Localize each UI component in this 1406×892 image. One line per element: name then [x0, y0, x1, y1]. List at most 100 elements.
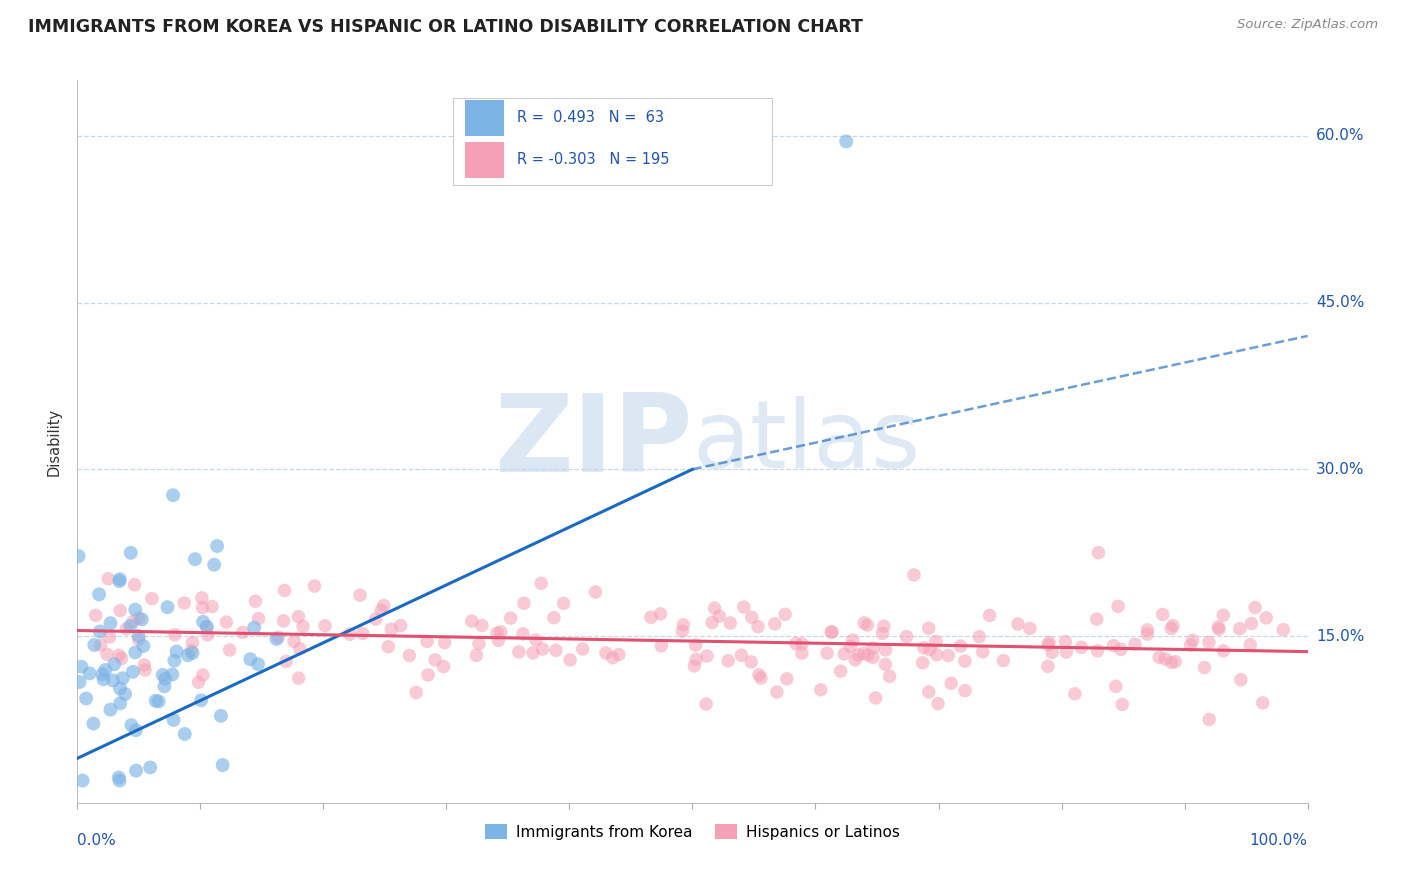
Point: [111, 671, 134, 685]
Point: [108, 572, 131, 586]
Point: [820, 625, 842, 640]
Point: [292, 619, 315, 633]
Point: [191, 615, 214, 629]
Point: [748, 667, 770, 681]
Point: [191, 668, 214, 682]
Point: [558, 653, 581, 667]
Point: [530, 576, 553, 591]
Point: [1154, 652, 1177, 666]
Point: [72, 773, 94, 788]
Point: [370, 603, 392, 617]
Point: [288, 641, 311, 656]
Point: [416, 634, 439, 648]
Point: [266, 632, 288, 646]
Point: [650, 607, 672, 621]
Point: [972, 645, 994, 659]
Point: [166, 644, 188, 658]
Point: [120, 546, 142, 560]
Point: [418, 668, 440, 682]
Point: [1272, 623, 1295, 637]
Point: [96, 647, 118, 661]
Point: [423, 653, 446, 667]
Point: [273, 614, 295, 628]
Text: ZIP: ZIP: [494, 389, 693, 494]
Point: [842, 633, 865, 648]
Point: [67, 549, 90, 563]
Point: [1152, 607, 1174, 622]
Point: [209, 709, 232, 723]
Point: [405, 685, 427, 699]
Point: [522, 646, 544, 660]
Point: [1109, 642, 1132, 657]
Point: [872, 626, 894, 640]
FancyBboxPatch shape: [465, 100, 505, 136]
Point: [1147, 650, 1170, 665]
Point: [544, 643, 567, 657]
Point: [162, 488, 184, 502]
Point: [553, 596, 575, 610]
Point: [865, 690, 887, 705]
Point: [108, 648, 131, 662]
Point: [239, 652, 262, 666]
Point: [1230, 673, 1253, 687]
Point: [896, 630, 918, 644]
Point: [967, 630, 990, 644]
Point: [243, 621, 266, 635]
Point: [93, 673, 115, 687]
Point: [181, 635, 204, 649]
Point: [1087, 546, 1109, 560]
Text: R = -0.303   N = 195: R = -0.303 N = 195: [516, 153, 669, 168]
Point: [717, 654, 740, 668]
Point: [245, 594, 267, 608]
Point: [128, 611, 150, 625]
Point: [202, 558, 225, 572]
Point: [110, 696, 132, 710]
Point: [766, 685, 789, 699]
Point: [380, 622, 402, 636]
Point: [1064, 687, 1087, 701]
Point: [993, 654, 1015, 668]
Point: [1105, 679, 1128, 693]
Point: [832, 647, 855, 661]
Point: [821, 624, 844, 639]
Point: [685, 638, 707, 652]
Point: [1194, 660, 1216, 674]
Point: [471, 618, 494, 632]
Point: [709, 609, 731, 624]
Point: [1038, 635, 1060, 649]
Y-axis label: Disability: Disability: [46, 408, 62, 475]
Point: [1160, 622, 1182, 636]
Point: [1160, 656, 1182, 670]
Point: [650, 639, 672, 653]
Point: [1208, 622, 1230, 636]
Point: [122, 665, 145, 679]
Point: [195, 620, 218, 634]
Text: atlas: atlas: [693, 395, 921, 488]
Point: [835, 135, 858, 149]
Point: [84, 608, 107, 623]
Point: [134, 657, 156, 672]
Point: [155, 672, 177, 686]
Point: [595, 646, 617, 660]
Point: [671, 624, 693, 639]
Point: [131, 612, 153, 626]
Point: [177, 648, 200, 663]
Point: [830, 664, 852, 678]
Point: [173, 727, 195, 741]
Point: [1161, 618, 1184, 632]
Point: [108, 773, 131, 788]
Point: [145, 694, 167, 708]
Point: [925, 634, 948, 648]
Point: [1107, 599, 1129, 614]
Point: [602, 650, 624, 665]
Point: [1054, 645, 1077, 659]
Text: 15.0%: 15.0%: [1316, 629, 1364, 643]
Point: [98, 630, 121, 644]
Point: [101, 673, 124, 688]
Point: [1256, 611, 1278, 625]
Point: [1036, 659, 1059, 673]
Point: [364, 612, 387, 626]
Point: [75, 691, 97, 706]
Point: [1136, 623, 1159, 637]
Point: [512, 627, 534, 641]
